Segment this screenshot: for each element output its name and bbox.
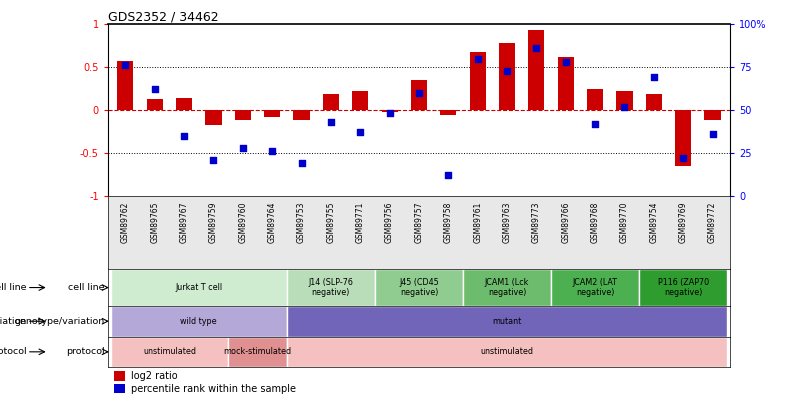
Bar bbox=[286, 269, 375, 306]
Text: genotype/variation: genotype/variation bbox=[14, 317, 105, 326]
Text: GSM89754: GSM89754 bbox=[650, 202, 658, 243]
Bar bbox=[114, 384, 125, 394]
Point bbox=[589, 120, 602, 127]
Bar bbox=[558, 57, 574, 110]
Bar bbox=[117, 61, 133, 110]
Point bbox=[325, 119, 338, 125]
Text: unstimulated: unstimulated bbox=[480, 347, 534, 356]
Bar bbox=[375, 269, 463, 306]
Bar bbox=[286, 306, 727, 337]
Text: log2 ratio: log2 ratio bbox=[132, 371, 178, 381]
Text: mock-stimulated: mock-stimulated bbox=[223, 347, 291, 356]
Text: JCAM2 (LAT
negative): JCAM2 (LAT negative) bbox=[573, 278, 618, 297]
Bar bbox=[587, 89, 603, 110]
Text: GSM89764: GSM89764 bbox=[267, 202, 277, 243]
Bar bbox=[551, 269, 639, 306]
Point bbox=[442, 172, 455, 178]
Text: protocol: protocol bbox=[66, 347, 105, 356]
Bar bbox=[147, 99, 163, 110]
Text: GSM89763: GSM89763 bbox=[503, 202, 512, 243]
Point bbox=[413, 90, 425, 96]
Bar bbox=[228, 337, 286, 367]
Text: GSM89757: GSM89757 bbox=[414, 202, 424, 243]
Bar bbox=[499, 43, 515, 110]
Text: Jurkat T cell: Jurkat T cell bbox=[176, 283, 223, 292]
Point bbox=[354, 129, 366, 136]
Bar bbox=[646, 94, 662, 110]
Point bbox=[266, 148, 279, 154]
Bar bbox=[463, 269, 551, 306]
Bar bbox=[111, 269, 286, 306]
Bar bbox=[381, 110, 397, 112]
Text: GSM89772: GSM89772 bbox=[708, 202, 717, 243]
Point bbox=[559, 59, 572, 65]
Point bbox=[178, 132, 191, 139]
Bar bbox=[264, 110, 280, 117]
Text: JCAM1 (Lck
negative): JCAM1 (Lck negative) bbox=[485, 278, 529, 297]
Text: P116 (ZAP70
negative): P116 (ZAP70 negative) bbox=[658, 278, 709, 297]
Bar bbox=[469, 52, 486, 110]
Text: GSM89766: GSM89766 bbox=[561, 202, 571, 243]
Text: GSM89756: GSM89756 bbox=[385, 202, 394, 243]
Bar bbox=[205, 110, 222, 125]
Bar bbox=[411, 80, 427, 110]
Text: GSM89753: GSM89753 bbox=[297, 202, 306, 243]
Bar bbox=[294, 110, 310, 120]
Bar bbox=[235, 110, 251, 120]
Text: mutant: mutant bbox=[492, 317, 522, 326]
Text: J14 (SLP-76
negative): J14 (SLP-76 negative) bbox=[309, 278, 354, 297]
Point bbox=[119, 62, 132, 69]
Text: GSM89771: GSM89771 bbox=[356, 202, 365, 243]
Text: GSM89761: GSM89761 bbox=[473, 202, 482, 243]
Point bbox=[618, 103, 631, 110]
Text: cell line: cell line bbox=[68, 283, 105, 292]
Bar bbox=[675, 110, 691, 166]
Text: GDS2352 / 34462: GDS2352 / 34462 bbox=[108, 10, 219, 23]
Bar bbox=[639, 269, 727, 306]
Bar bbox=[616, 91, 633, 110]
Bar bbox=[114, 371, 125, 381]
Bar bbox=[286, 337, 727, 367]
Text: GSM89773: GSM89773 bbox=[532, 202, 541, 243]
Point bbox=[472, 55, 484, 62]
Text: percentile rank within the sample: percentile rank within the sample bbox=[132, 384, 296, 394]
Bar bbox=[705, 110, 721, 120]
Text: GSM89769: GSM89769 bbox=[678, 202, 688, 243]
Point bbox=[647, 74, 660, 81]
Point bbox=[295, 160, 308, 166]
Text: GSM89760: GSM89760 bbox=[239, 202, 247, 243]
Text: GSM89767: GSM89767 bbox=[180, 202, 188, 243]
Bar bbox=[111, 337, 228, 367]
Text: GSM89755: GSM89755 bbox=[326, 202, 335, 243]
Text: GSM89768: GSM89768 bbox=[591, 202, 599, 243]
Point bbox=[148, 86, 161, 93]
Text: GSM89762: GSM89762 bbox=[120, 202, 130, 243]
Text: GSM89759: GSM89759 bbox=[209, 202, 218, 243]
Bar bbox=[440, 110, 456, 115]
Text: GSM89758: GSM89758 bbox=[444, 202, 452, 243]
Text: wild type: wild type bbox=[180, 317, 217, 326]
Text: cell line: cell line bbox=[0, 283, 27, 292]
Point bbox=[706, 131, 719, 137]
Point bbox=[530, 45, 543, 51]
Point bbox=[500, 67, 513, 74]
Bar bbox=[528, 30, 544, 110]
Text: GSM89765: GSM89765 bbox=[150, 202, 160, 243]
Point bbox=[677, 155, 689, 161]
Point bbox=[236, 145, 249, 151]
Text: J45 (CD45
negative): J45 (CD45 negative) bbox=[399, 278, 439, 297]
Point bbox=[207, 156, 219, 163]
Bar bbox=[352, 91, 369, 110]
Bar bbox=[111, 306, 286, 337]
Text: genotype/variation: genotype/variation bbox=[0, 317, 27, 326]
Text: protocol: protocol bbox=[0, 347, 27, 356]
Bar bbox=[176, 98, 192, 110]
Bar bbox=[323, 94, 339, 110]
Text: GSM89770: GSM89770 bbox=[620, 202, 629, 243]
Text: unstimulated: unstimulated bbox=[143, 347, 196, 356]
Point bbox=[383, 110, 396, 117]
